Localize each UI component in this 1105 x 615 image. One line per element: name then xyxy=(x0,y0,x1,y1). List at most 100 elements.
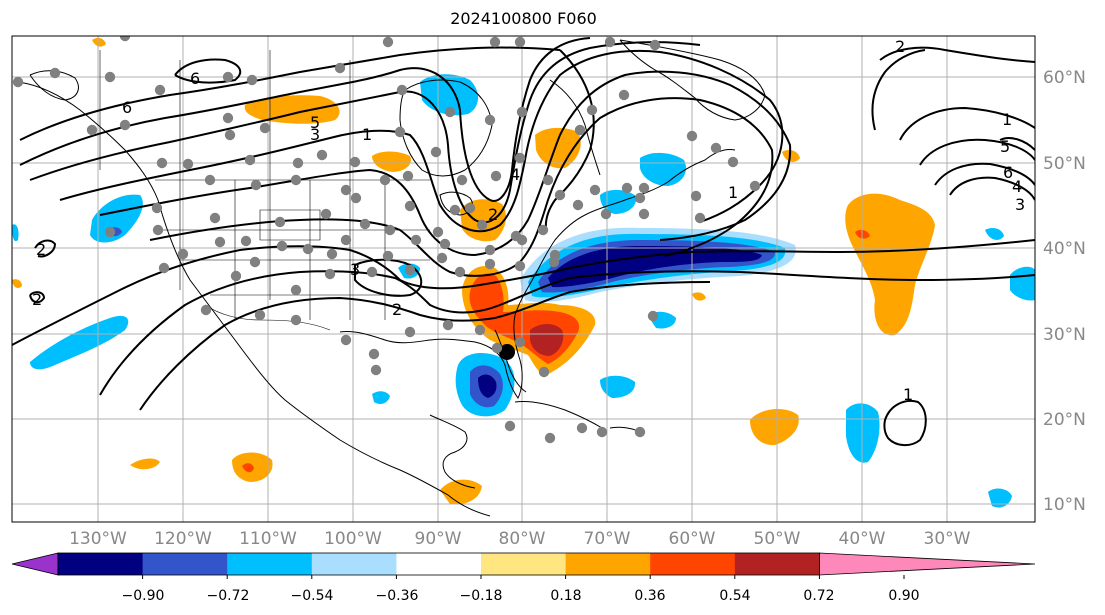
east-coast xyxy=(514,149,736,316)
station-marker xyxy=(514,152,526,164)
station-marker xyxy=(349,156,361,168)
station-marker xyxy=(209,212,221,224)
station-marker xyxy=(396,84,408,96)
station-marker xyxy=(404,326,416,338)
colorbar xyxy=(11,552,1036,579)
station-marker xyxy=(274,216,286,228)
station-marker xyxy=(366,266,378,278)
contour-label: 4 xyxy=(510,165,520,184)
station-marker xyxy=(514,260,526,272)
positive-hudson xyxy=(535,127,581,169)
colorbar-segment xyxy=(650,553,736,575)
greenland xyxy=(619,39,766,121)
colorbar-segment xyxy=(142,553,228,575)
colorbar-tick-label: −0.72 xyxy=(207,588,250,604)
lon-label: 100°W xyxy=(324,529,382,549)
colorbar-segment xyxy=(565,553,651,575)
station-marker xyxy=(402,170,414,182)
station-marker xyxy=(151,202,163,214)
station-marker xyxy=(484,258,496,270)
station-marker xyxy=(244,154,256,166)
colorbar-tick-label: 0.36 xyxy=(634,588,665,604)
north-america-west-coast xyxy=(17,81,491,517)
station-marker xyxy=(727,156,739,168)
lon-label: 70°W xyxy=(584,529,631,549)
station-marker xyxy=(177,248,189,260)
station-marker xyxy=(152,224,164,236)
station-marker xyxy=(690,190,702,202)
station-marker xyxy=(104,226,116,238)
negative-tropical xyxy=(600,375,636,398)
station-marker xyxy=(454,266,466,278)
contour-label: 1 xyxy=(903,385,913,404)
station-marker xyxy=(382,36,394,48)
positive-caribbean-east xyxy=(750,408,799,446)
station-marker xyxy=(544,432,556,444)
contour-label: 1 xyxy=(362,125,372,144)
station-marker xyxy=(154,84,166,96)
colorbar-tick-label: 0.90 xyxy=(888,588,919,604)
contour-label: 4 xyxy=(1012,177,1022,196)
contour-label: 2 xyxy=(488,205,498,224)
station-marker xyxy=(204,174,216,186)
colorbar-tick-label: −0.36 xyxy=(376,588,419,604)
station-marker xyxy=(542,174,554,186)
station-marker xyxy=(476,219,488,231)
lat-label: 30°N xyxy=(1043,325,1086,345)
colorbar-segment xyxy=(734,553,820,575)
negative-east-south xyxy=(988,488,1012,508)
station-marker xyxy=(618,89,630,101)
colorbar-segment xyxy=(311,553,397,575)
mexico-yucatan xyxy=(429,414,476,489)
contour-label: 5 xyxy=(1000,137,1010,156)
station-marker xyxy=(370,364,382,376)
station-marker xyxy=(490,170,502,182)
positive-pacific-south-core xyxy=(242,463,254,473)
lon-label: 60°W xyxy=(669,529,716,549)
colorbar-tick-label: 0.54 xyxy=(719,588,750,604)
station-marker xyxy=(119,119,131,131)
station-marker xyxy=(290,174,302,186)
lat-label: 20°N xyxy=(1043,410,1086,430)
station-marker xyxy=(649,39,661,51)
storm-center xyxy=(499,344,515,360)
contour-label: 1 xyxy=(1002,110,1012,129)
station-marker xyxy=(404,200,416,212)
contour-label: 6 xyxy=(1003,163,1013,182)
positive-top xyxy=(92,37,106,47)
station-marker xyxy=(516,106,528,118)
colorbar-tick-label: 0.72 xyxy=(803,588,834,604)
station-marker xyxy=(554,189,566,201)
positive-central-atlantic xyxy=(845,193,935,336)
station-marker xyxy=(49,67,61,79)
lon-label: 120°W xyxy=(154,529,212,549)
station-marker xyxy=(638,208,650,220)
station-marker xyxy=(449,204,461,216)
station-marker xyxy=(394,126,406,138)
station-marker xyxy=(224,129,236,141)
negative-band-atlantic-core xyxy=(548,246,762,288)
colorbar-frame xyxy=(57,552,820,576)
positive-manitoba xyxy=(372,151,411,172)
positive-small-1 xyxy=(692,292,706,301)
longitude-labels: 130°W 120°W 110°W 100°W 90°W 80°W 70°W 6… xyxy=(69,529,971,549)
station-marker xyxy=(340,234,352,246)
station-marker xyxy=(334,62,346,74)
station-marker xyxy=(302,243,314,255)
station-marker xyxy=(290,314,302,326)
station-marker xyxy=(647,310,659,322)
station-marker xyxy=(484,244,496,256)
colorbar-tick-label: 0.18 xyxy=(550,588,581,604)
colorbar-tick-label: −0.18 xyxy=(460,588,503,604)
lon-label: 50°W xyxy=(754,529,801,549)
station-marker xyxy=(324,268,336,280)
shading-layer xyxy=(12,37,1035,508)
station-marker xyxy=(694,212,706,224)
station-marker xyxy=(464,202,476,214)
station-marker xyxy=(600,208,612,220)
station-marker xyxy=(254,309,266,321)
station-marker xyxy=(104,71,116,83)
station-marker xyxy=(379,174,391,186)
station-marker xyxy=(222,71,234,83)
station-marker xyxy=(119,36,131,42)
